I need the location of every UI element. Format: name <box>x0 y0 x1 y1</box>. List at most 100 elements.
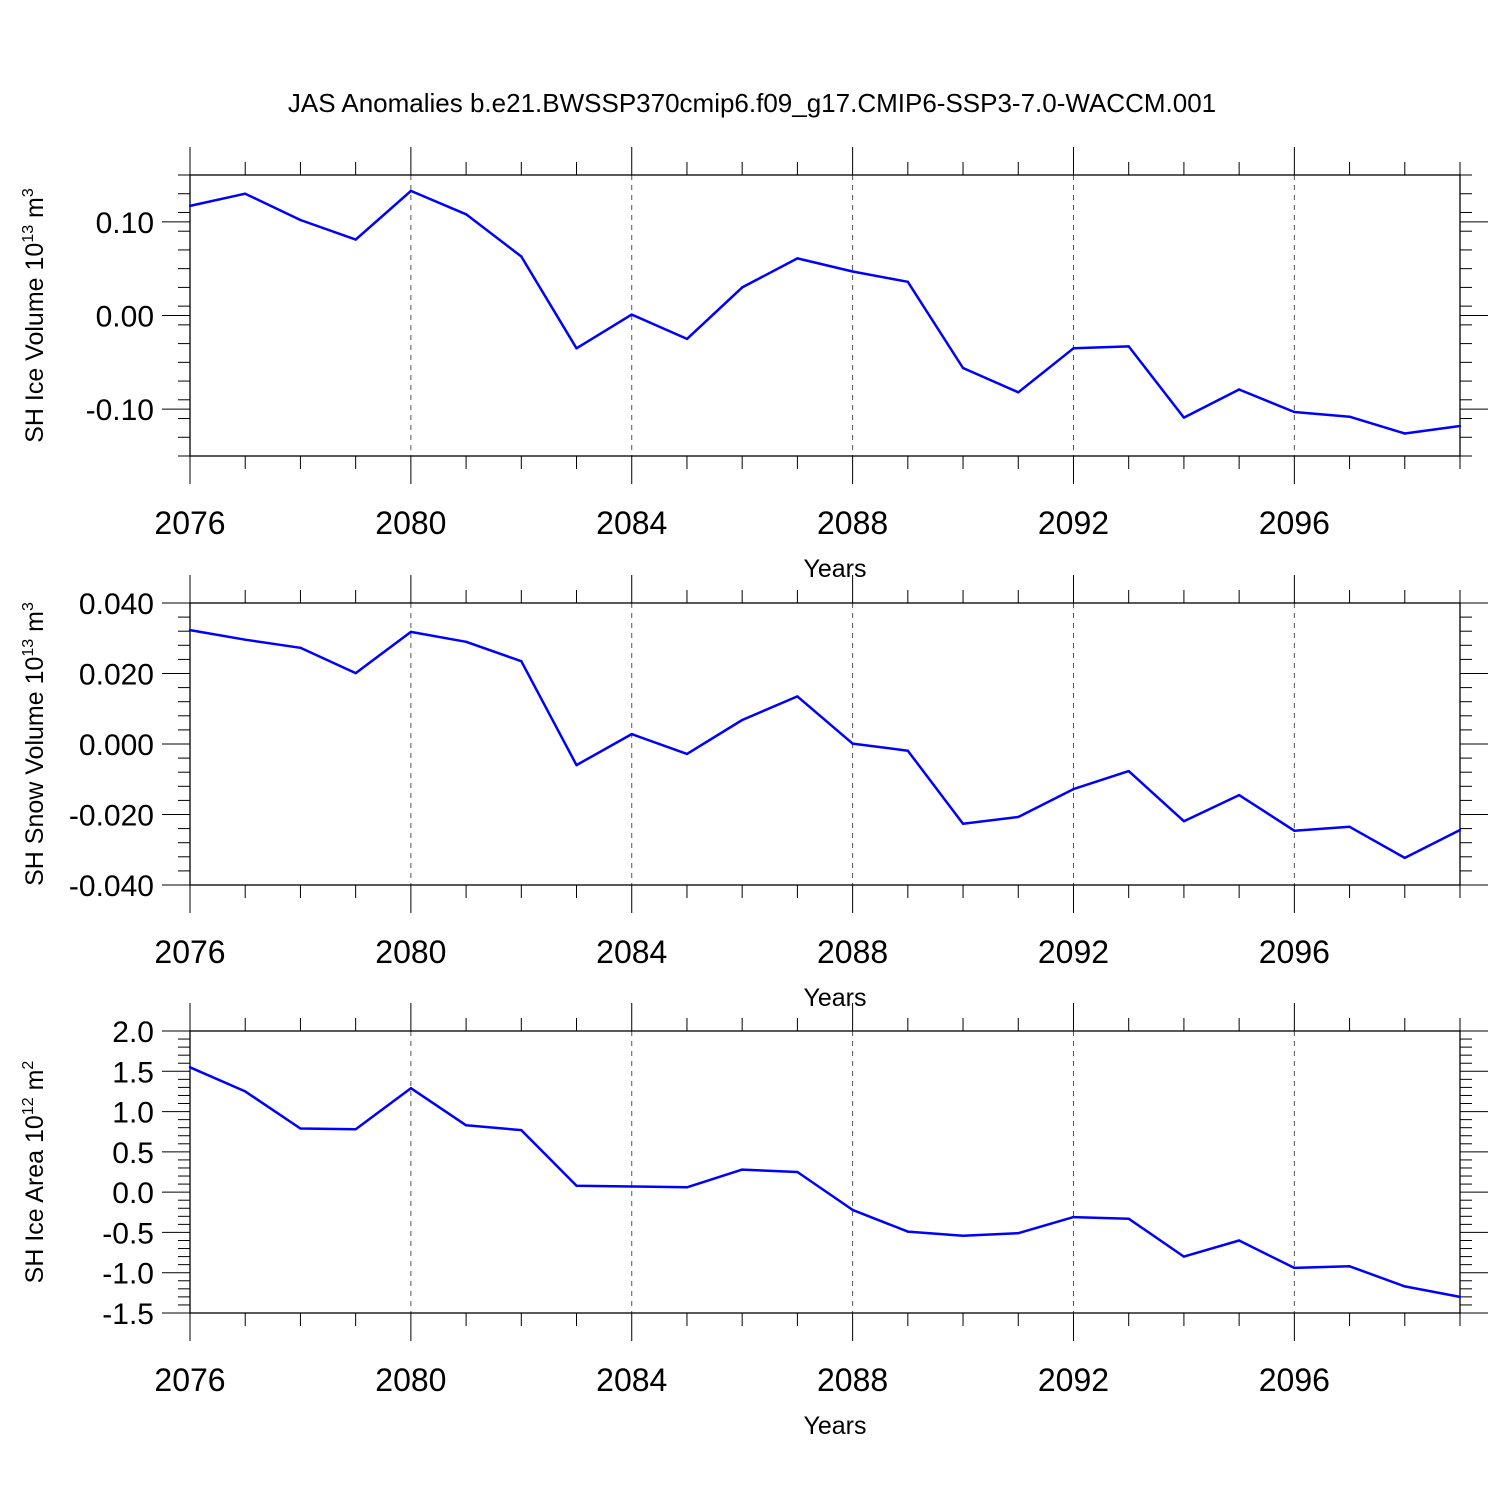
ice-area-point-2096 <box>1293 1266 1296 1270</box>
snow-volume-point-2087 <box>796 695 799 698</box>
ice-area-xtick-label: 2096 <box>1259 1362 1330 1398</box>
ice-area-point-2076 <box>188 1066 192 1069</box>
ice-area-point-2098 <box>1403 1285 1406 1288</box>
ice-area-xtick-label: 2076 <box>154 1362 225 1398</box>
ice-volume-point-2094 <box>1182 416 1186 419</box>
snow-volume-plot-frame <box>189 602 1461 886</box>
ice-area-series-line <box>189 1066 1461 1299</box>
ice-area-point-2090 <box>961 1234 965 1237</box>
ice-volume-xaxis-label: Years <box>803 555 866 583</box>
ice-volume-point-2082 <box>520 255 523 258</box>
snow-volume-xtick-label: 2076 <box>154 934 225 970</box>
ice-area-point-2088 <box>851 1208 854 1212</box>
snow-volume-point-2082 <box>520 659 523 663</box>
snow-volume-ytick-label: -0.040 <box>69 870 154 903</box>
ice-volume-point-2096 <box>1293 410 1296 414</box>
ice-volume-point-2090 <box>961 366 965 370</box>
ice-area-yaxis-label: SH Ice Area 1012 m2 <box>20 1061 49 1284</box>
ice-volume-point-2099 <box>1458 424 1462 428</box>
snow-volume-point-2096 <box>1293 829 1296 832</box>
snow-volume-ytick-label: 0.020 <box>79 659 154 692</box>
ice-area-point-2082 <box>520 1128 523 1132</box>
snow-volume-point-2092 <box>1072 787 1075 791</box>
ice-area-point-2077 <box>244 1090 247 1093</box>
ice-area-ytick-label: -1.0 <box>102 1258 154 1291</box>
snow-volume-point-2080 <box>409 630 413 634</box>
ice-volume-point-2076 <box>188 204 192 208</box>
snow-volume-xaxis-label: Years <box>803 984 866 1012</box>
ice-volume-point-2085 <box>685 337 689 341</box>
snow-volume-yaxis-label: SH Snow Volume 1013 m3 <box>20 602 49 886</box>
snow-volume-point-2099 <box>1458 828 1462 832</box>
snow-volume-point-2089 <box>906 749 910 752</box>
ice-area-ytick-label: 1.0 <box>112 1097 154 1130</box>
snow-volume-point-2081 <box>464 640 468 643</box>
ice-volume-point-2091 <box>1017 391 1020 394</box>
ice-area-xtick-label: 2084 <box>596 1362 667 1398</box>
ice-area-point-2092 <box>1072 1215 1075 1219</box>
ice-volume-yaxis-label: SH Ice Volume 1013 m3 <box>20 188 49 443</box>
ice-volume-point-2079 <box>354 238 357 241</box>
ice-area-point-2091 <box>1017 1232 1020 1235</box>
ice-area-ytick-label: 2.0 <box>112 1016 154 1049</box>
ice-area-xtick-label: 2088 <box>817 1362 888 1398</box>
snow-volume-xtick-label: 2092 <box>1038 934 1109 970</box>
ice-area-point-2099 <box>1458 1295 1462 1299</box>
snow-volume-point-2090 <box>961 822 965 825</box>
ice-volume-point-2086 <box>740 286 744 289</box>
ice-area-ytick-label: -0.5 <box>102 1217 154 1250</box>
ice-volume-point-2089 <box>906 280 910 283</box>
ice-volume-point-2093 <box>1127 345 1130 348</box>
snow-volume-point-2093 <box>1127 769 1130 773</box>
ice-volume-xtick-label: 2088 <box>817 505 888 541</box>
ice-volume-point-2087 <box>796 257 799 260</box>
ice-volume-point-2083 <box>575 347 578 350</box>
ice-volume-point-2077 <box>244 192 247 195</box>
ice-volume-xtick-label: 2084 <box>596 505 667 541</box>
snow-volume-point-2097 <box>1348 825 1351 829</box>
ice-area-ytick-label: 0.5 <box>112 1137 154 1170</box>
ice-area-point-2079 <box>354 1128 357 1131</box>
ice-volume-point-2095 <box>1237 388 1241 391</box>
ice-volume-ytick-label: -0.10 <box>86 394 154 427</box>
ice-area-xtick-label: 2092 <box>1038 1362 1109 1398</box>
ice-volume-xtick-label: 2076 <box>154 505 225 541</box>
ice-area-plot-frame <box>189 1030 1461 1314</box>
ice-volume-xtick-label: 2080 <box>375 505 446 541</box>
snow-volume-point-2083 <box>575 763 578 767</box>
ice-area-point-2089 <box>906 1230 910 1233</box>
snow-volume-point-2086 <box>740 718 744 722</box>
snow-volume-point-2078 <box>299 646 302 649</box>
snow-volume-ytick-label: -0.020 <box>69 800 154 833</box>
ice-area-point-2080 <box>409 1087 413 1090</box>
snow-volume-point-2084 <box>630 732 633 736</box>
ice-volume-point-2097 <box>1348 415 1351 418</box>
snow-volume-ytick-label: 0.000 <box>79 729 154 762</box>
ice-area-ytick-label: -1.5 <box>102 1298 154 1331</box>
ice-area-panel: 2076 2080 2084 2088 2092 2096 -1.5 -1.0 -0.5 0.0 0… <box>20 1003 1488 1440</box>
ice-volume-point-2080 <box>409 189 413 193</box>
ice-volume-point-2092 <box>1072 347 1075 350</box>
ice-volume-point-2078 <box>299 218 302 222</box>
ice-area-point-2086 <box>740 1168 744 1171</box>
ice-volume-ytick-label: 0.00 <box>96 301 154 334</box>
ice-volume-xtick-label: 2096 <box>1259 505 1330 541</box>
ice-area-point-2081 <box>464 1124 468 1127</box>
ice-area-point-2097 <box>1348 1265 1351 1268</box>
ice-volume-series-line <box>189 189 1461 435</box>
ice-area-point-2085 <box>685 1186 689 1189</box>
snow-volume-point-2085 <box>685 752 689 756</box>
ice-area-ytick-label: 0.0 <box>112 1177 154 1210</box>
snow-volume-panel: 2076 2080 2084 2088 2092 2096 -0.040 -0.020 0.00… <box>20 575 1488 1012</box>
ice-volume-point-2088 <box>851 270 854 273</box>
ice-area-point-2095 <box>1237 1239 1241 1242</box>
ice-volume-xtick-label: 2092 <box>1038 505 1109 541</box>
snow-volume-series-line <box>189 628 1461 860</box>
panels: 2076 2080 2084 2088 2092 2096 -0.10 0.00 0.10 Yea… <box>20 147 1488 1440</box>
snow-volume-point-2079 <box>354 671 357 675</box>
ice-area-point-2094 <box>1182 1255 1186 1258</box>
snow-volume-point-2076 <box>188 628 192 632</box>
figure-title: JAS Anomalies b.e21.BWSSP370cmip6.f09_g1… <box>288 88 1216 118</box>
ice-area-xtick-label: 2080 <box>375 1362 446 1398</box>
